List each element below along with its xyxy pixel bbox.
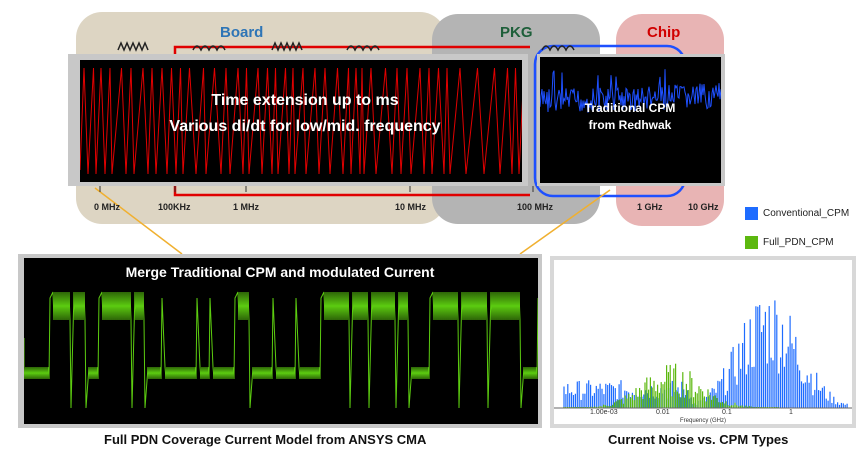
green-merged-trace	[24, 291, 538, 409]
time-extension-line2: Various di/dt for low/mid. frequency	[169, 118, 441, 135]
traditional-cpm-panel	[537, 54, 725, 186]
red-waveform-trace	[80, 67, 522, 175]
board-title: Board	[220, 24, 264, 41]
freq-label-1ghz: 1 GHz	[637, 202, 663, 212]
legend-conventional-swatch	[745, 207, 758, 220]
blue-noise-trace	[540, 69, 721, 113]
legend-full-pdn-cpm: Full_PDN_CPM	[745, 236, 834, 249]
spectrum-tick-2: 0.1	[722, 409, 732, 416]
chip-title: Chip	[647, 24, 681, 41]
inductor-coils	[192, 45, 575, 52]
red-waveform	[80, 67, 522, 175]
merged-current-panel	[18, 254, 542, 428]
freq-label-1mhz: 1 MHz	[233, 202, 260, 212]
time-extension-panel	[68, 54, 528, 186]
spectrum-caption: Current Noise vs. CPM Types	[608, 432, 789, 447]
connector-right	[519, 189, 611, 255]
legend-full-pdn-swatch	[745, 236, 758, 249]
time-extension-plot	[80, 60, 522, 182]
traditional-cpm-line1: Traditional CPM	[584, 101, 676, 115]
traditional-cpm-line2: from Redhwak	[588, 118, 672, 132]
freq-label-10mhz: 10 MHz	[395, 202, 427, 212]
green-merged-waveform	[24, 291, 538, 409]
spectrum-plot	[554, 260, 852, 424]
connector-left	[94, 187, 183, 255]
traditional-cpm-plot	[540, 57, 721, 183]
board-red-path-bottom	[173, 190, 530, 197]
time-extension-line1: Time extension up to ms	[211, 92, 399, 109]
freq-label-100mhz: 100 MHz	[517, 202, 554, 212]
frequency-ticks	[99, 186, 534, 192]
spectrum-tick-1: 0.01	[656, 409, 670, 416]
freq-label-10ghz: 10 GHz	[688, 202, 719, 212]
legend-conventional-cpm: Conventional_CPM	[745, 207, 849, 220]
spectrum-tick-3: 1	[789, 409, 793, 416]
spectrum-tick-0: 1.00e-03	[590, 409, 618, 416]
merged-current-title: Merge Traditional CPM and modulated Curr…	[125, 264, 435, 280]
blue-noise-waveform	[540, 69, 721, 113]
spectrum-x-label: Frequency (GHz)	[680, 418, 727, 424]
legend-conventional-label: Conventional_CPM	[763, 208, 850, 220]
spectrum-chart	[554, 300, 852, 409]
freq-label-100khz: 100KHz	[158, 202, 191, 212]
merged-current-caption: Full PDN Coverage Current Model from ANS…	[104, 432, 427, 447]
pkg-title: PKG	[500, 24, 533, 41]
merged-current-plot	[24, 258, 538, 424]
legend-full-pdn-label: Full_PDN_CPM	[763, 237, 834, 249]
freq-label-0mhz: 0 MHz	[94, 202, 121, 212]
spectrum-panel	[550, 256, 856, 428]
resistor-zigzags	[117, 41, 303, 52]
